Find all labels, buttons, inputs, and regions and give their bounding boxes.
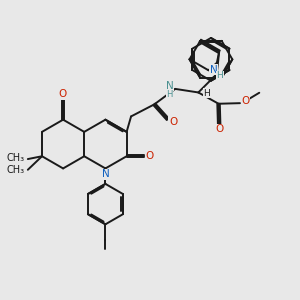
- Text: O: O: [215, 124, 223, 134]
- Text: H: H: [203, 89, 210, 98]
- Text: N: N: [166, 81, 174, 91]
- Text: N: N: [210, 65, 218, 75]
- Text: CH₃: CH₃: [6, 165, 24, 176]
- Text: O: O: [145, 151, 153, 161]
- Text: O: O: [241, 96, 249, 106]
- Text: H: H: [216, 71, 223, 80]
- Text: CH₃: CH₃: [6, 154, 24, 164]
- Text: H: H: [167, 90, 173, 99]
- Text: O: O: [169, 117, 177, 127]
- Text: O: O: [59, 89, 67, 99]
- Text: N: N: [102, 169, 110, 179]
